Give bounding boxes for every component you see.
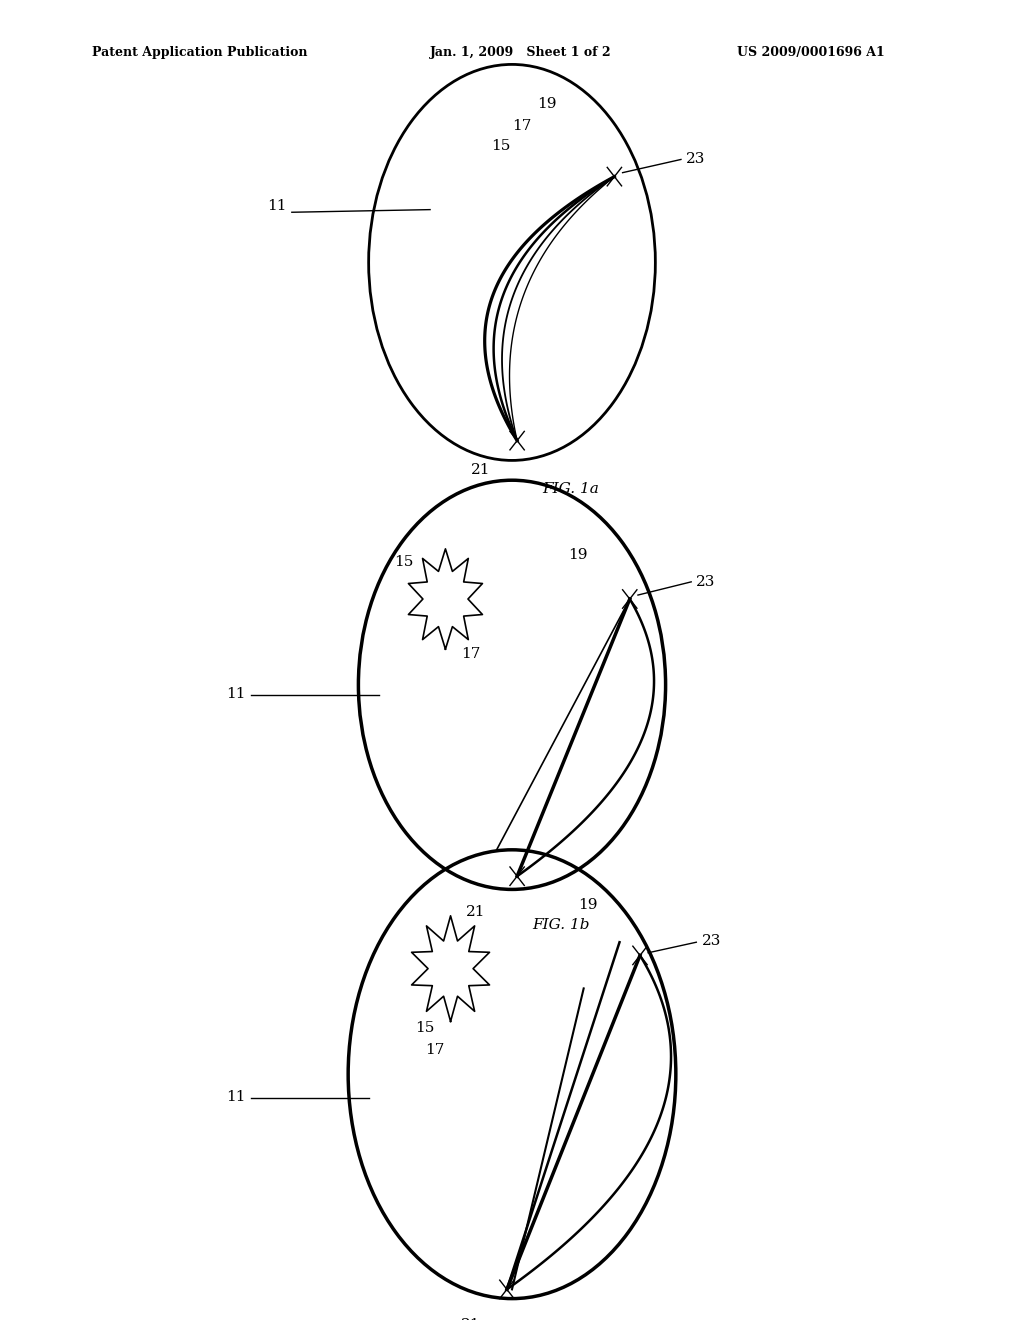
Text: 17: 17: [425, 1043, 444, 1057]
Text: 21: 21: [461, 1317, 480, 1320]
Text: US 2009/0001696 A1: US 2009/0001696 A1: [737, 46, 885, 59]
Text: 15: 15: [492, 139, 511, 153]
Text: 23: 23: [701, 933, 721, 948]
Text: 19: 19: [568, 548, 588, 562]
Text: 19: 19: [538, 96, 557, 111]
Text: 17: 17: [461, 647, 480, 661]
Text: FIG. 1b: FIG. 1b: [532, 917, 590, 932]
Text: 21: 21: [466, 904, 485, 919]
Text: 11: 11: [267, 198, 287, 213]
Text: 15: 15: [415, 1020, 434, 1035]
Text: 23: 23: [696, 574, 716, 589]
Text: 15: 15: [394, 554, 414, 569]
Text: 11: 11: [226, 686, 246, 701]
Text: 21: 21: [471, 462, 490, 477]
Text: 23: 23: [686, 152, 706, 166]
Text: Jan. 1, 2009   Sheet 1 of 2: Jan. 1, 2009 Sheet 1 of 2: [430, 46, 611, 59]
Text: FIG. 1a: FIG. 1a: [543, 482, 600, 496]
Text: 19: 19: [579, 898, 598, 912]
Text: 17: 17: [512, 119, 531, 133]
Text: Patent Application Publication: Patent Application Publication: [92, 46, 307, 59]
Text: 11: 11: [226, 1089, 246, 1104]
